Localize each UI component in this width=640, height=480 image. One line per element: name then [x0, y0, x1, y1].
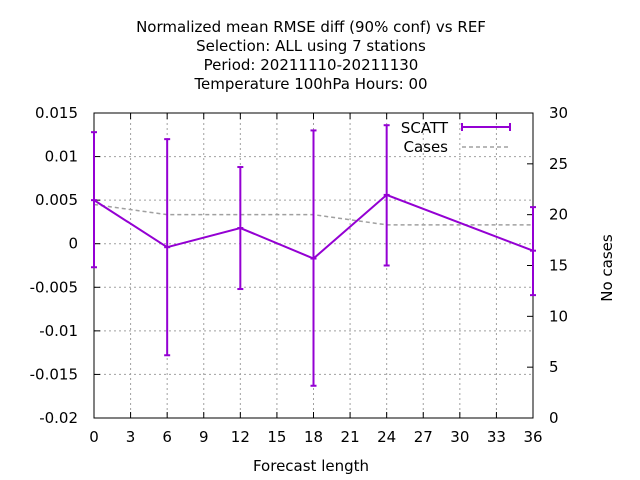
chart-title: Normalized mean RMSE diff (90% conf) vs … [136, 18, 486, 93]
legend-swatch-scatt [462, 123, 510, 131]
y-tick-label: -0.01 [39, 322, 78, 340]
y-tick-label: -0.015 [30, 365, 78, 383]
legend: SCATT Cases [401, 119, 510, 156]
y2-tick-label: 30 [549, 104, 568, 122]
y-tick-label: 0.005 [35, 191, 78, 209]
y2-tick-label: 0 [549, 409, 559, 427]
title-line-3: Period: 20211110-20211130 [204, 56, 419, 74]
y2-tick-label: 20 [549, 206, 568, 224]
tick-labels: 0 3 6 9 12 15 18 21 24 27 30 33 360.0150.010.0050-0.… [30, 104, 568, 446]
y-tick-label: 0 [68, 235, 78, 253]
y-tick-label: -0.02 [39, 409, 78, 427]
legend-label-cases: Cases [403, 138, 448, 156]
y2-tick-label: 25 [549, 155, 568, 173]
x-axis-label: Forecast length [253, 457, 369, 475]
y-tick-label: 0.01 [45, 148, 78, 166]
x-tick-label: 12 [231, 428, 250, 446]
x-tick-label: 15 [267, 428, 286, 446]
title-line-2: Selection: ALL using 7 stations [196, 37, 426, 55]
x-tick-label: 9 [199, 428, 209, 446]
title-line-1: Normalized mean RMSE diff (90% conf) vs … [136, 18, 486, 36]
x-tick-label: 24 [377, 428, 396, 446]
x-tick-label: 6 [162, 428, 172, 446]
series-scatt [91, 125, 536, 386]
y2-tick-label: 15 [549, 257, 568, 275]
x-tick-label: 21 [341, 428, 360, 446]
x-tick-label: 36 [523, 428, 542, 446]
x-tick-label: 3 [126, 428, 136, 446]
x-tick-label: 33 [487, 428, 506, 446]
y-tick-label: -0.005 [30, 278, 78, 296]
x-tick-label: 18 [304, 428, 323, 446]
legend-label-scatt: SCATT [401, 119, 449, 137]
y2-axis-label: No cases [598, 234, 616, 302]
x-tick-label: 0 [89, 428, 99, 446]
y-tick-label: 0.015 [35, 104, 78, 122]
x-tick-label: 30 [450, 428, 469, 446]
y2-tick-label: 10 [549, 307, 568, 325]
y2-tick-label: 5 [549, 358, 559, 376]
title-line-4: Temperature 100hPa Hours: 00 [193, 75, 427, 93]
x-tick-label: 27 [414, 428, 433, 446]
